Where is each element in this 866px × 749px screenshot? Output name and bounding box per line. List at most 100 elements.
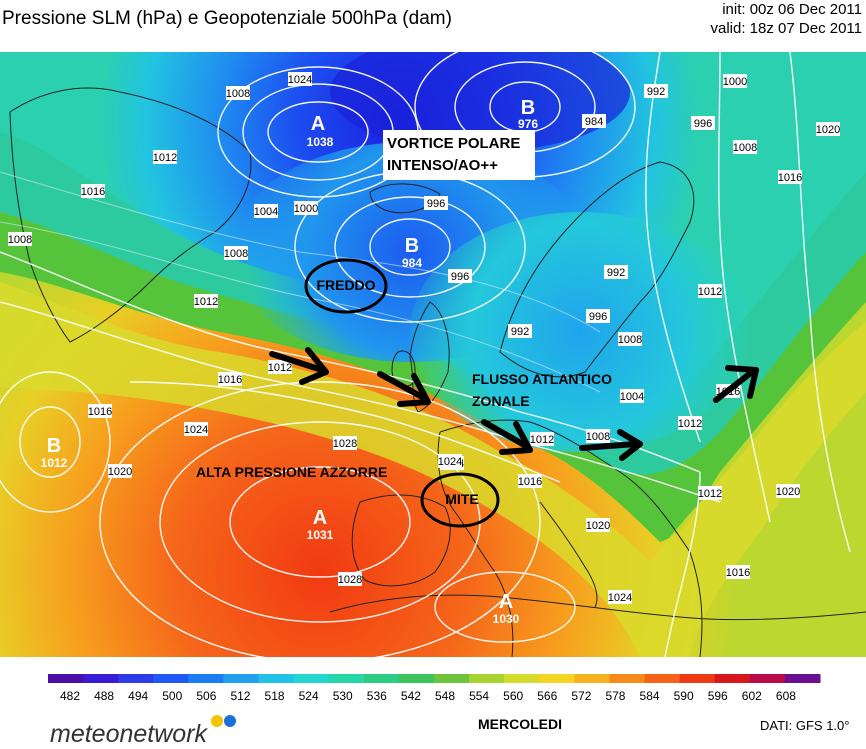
high-center-letter: A	[311, 113, 325, 135]
legend-swatch	[48, 674, 84, 683]
coastlines	[9, 87, 866, 657]
legend-value: 554	[469, 689, 489, 703]
legend-value: 518	[265, 689, 285, 703]
legend-swatch	[153, 674, 189, 683]
isobar-label: 984	[585, 116, 603, 128]
isobar-label: 996	[451, 271, 469, 283]
isobar-label: 1012	[194, 296, 218, 308]
legend-value: 578	[605, 689, 625, 703]
weather-map: 1024 1008 1012 1016 1004 1000 996 984 10…	[0, 52, 866, 657]
legend-value: 566	[537, 689, 557, 703]
isobar	[334, 196, 486, 298]
iberia-coast	[351, 494, 451, 587]
high-center-value: 1038	[307, 135, 334, 149]
isobar-label: 1008	[733, 142, 757, 154]
arrow	[579, 429, 643, 461]
isobar-label: 1000	[294, 203, 318, 215]
meteonetwork-logo: meteonetwork	[50, 715, 236, 749]
flow-label-line1: FLUSSO ATLANTICO	[472, 371, 612, 387]
isobar-label: 1028	[338, 574, 362, 586]
isobar-label: 1020	[108, 466, 132, 478]
isobar-label: 1024	[288, 74, 312, 86]
high-center-letter: A	[313, 507, 327, 529]
legend-value: 608	[776, 689, 796, 703]
legend-value: 584	[640, 689, 660, 703]
isobar-label: 1012	[268, 362, 292, 374]
isobar	[0, 301, 721, 503]
isobar-label: 1016	[726, 567, 750, 579]
legend-swatch	[784, 674, 821, 683]
pressure-centers: A 1038 B 976 B 984 B 1012 A 1031 A 1030	[41, 97, 539, 626]
isobar-label: 1012	[698, 286, 722, 298]
isobar-label: 992	[647, 86, 665, 98]
low-center-letter: B	[47, 435, 61, 457]
contour	[0, 171, 601, 333]
isobar	[267, 101, 369, 163]
isobar-label: 1020	[816, 124, 840, 136]
legend-swatch	[293, 674, 330, 683]
vortex-label-box	[383, 130, 535, 180]
low-center-value: 976	[518, 117, 538, 131]
legend-value: 488	[94, 689, 114, 703]
mild-label: MITE	[445, 491, 478, 507]
high-center-value: 1030	[493, 612, 520, 626]
logo-dots-icon	[211, 715, 236, 727]
legend-swatch	[434, 674, 470, 683]
polar-vortex-core	[330, 52, 630, 152]
isobar	[718, 52, 771, 523]
isobar-label: 996	[427, 198, 445, 210]
isobar	[229, 466, 411, 578]
isobar-label: 1012	[698, 488, 722, 500]
isobar-labels: 1024 1008 1012 1016 1004 1000 996 984 10…	[8, 72, 840, 604]
run-info: init: 00z 06 Dec 2011 valid: 18z 07 Dec …	[711, 0, 863, 38]
legend-value: 500	[162, 689, 182, 703]
isobar-label: 1024	[184, 424, 208, 436]
yellow-band	[0, 282, 866, 657]
isobar-label: 1016	[88, 406, 112, 418]
low-center-value: 1012	[41, 456, 68, 470]
arrow	[481, 419, 533, 455]
flow-arrows	[269, 347, 759, 461]
legend-value: 596	[708, 689, 728, 703]
uk-coast	[409, 301, 450, 413]
legend-value: 482	[60, 689, 80, 703]
isobar-label: 1008	[224, 248, 248, 260]
low-center-value: 984	[402, 256, 422, 270]
isobar-label: 1024	[438, 456, 462, 468]
isobar-label: 1020	[776, 486, 800, 498]
isobar	[129, 381, 561, 483]
isobar	[0, 371, 111, 513]
legend-value: 530	[333, 689, 353, 703]
high-center-value: 1031	[307, 528, 334, 542]
mild-circle	[420, 472, 500, 528]
annotations: VORTICE POLARE INTENSO/AO++ FREDDO FLUSS…	[196, 130, 612, 528]
isobar-label: 1016	[81, 186, 105, 198]
isobar-label: 1008	[618, 334, 642, 346]
isobar-label: 1004	[620, 391, 644, 403]
legend-value: 548	[435, 689, 455, 703]
isobar-label: 992	[607, 267, 625, 279]
legend-labels: 482 488 494 500 506 512 518 524 530 536 542 548 554 5…	[60, 689, 796, 703]
isobar	[664, 471, 701, 657]
contour	[0, 221, 601, 393]
isobar-label: 992	[511, 326, 529, 338]
isobar-label: 1008	[8, 234, 32, 246]
isobar-label: 1012	[153, 152, 177, 164]
chart-title: Pressione SLM (hPa) e Geopotenziale 500h…	[2, 8, 452, 29]
isobar	[369, 218, 451, 276]
low-center-letter: B	[405, 235, 419, 257]
isobar-label: 1000	[723, 76, 747, 88]
legend-value: 542	[401, 689, 421, 703]
isobar-label: 1024	[608, 592, 632, 604]
isobar-label: 1016	[518, 476, 542, 488]
isobar	[434, 571, 576, 643]
isobar	[99, 381, 541, 657]
europe-coast	[437, 419, 703, 657]
isobar-label: 1008	[226, 88, 250, 100]
legend-value: 512	[230, 689, 250, 703]
legend-bars	[48, 674, 821, 683]
geopotential-contours	[0, 171, 601, 393]
cold-circle	[304, 258, 388, 314]
cold-label: FREDDO	[316, 277, 375, 293]
north-africa-coast	[329, 594, 866, 621]
